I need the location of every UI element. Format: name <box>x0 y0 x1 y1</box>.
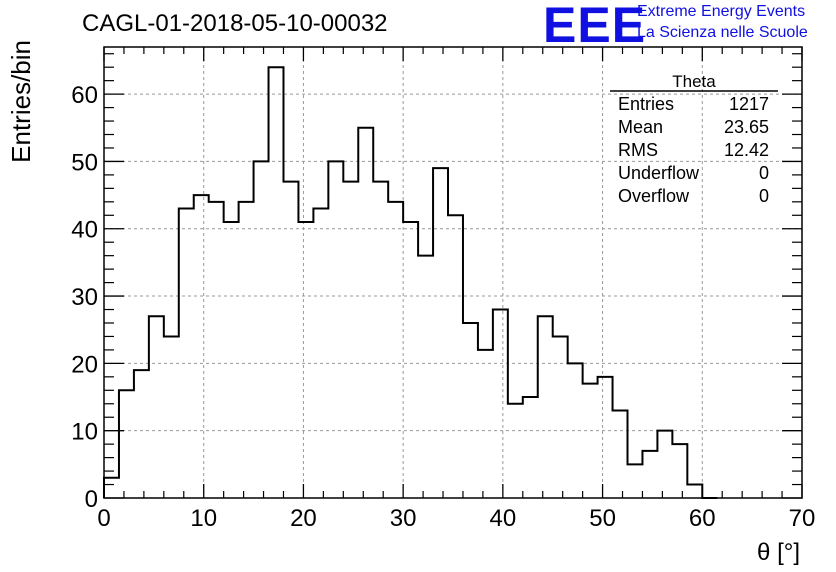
stats-row-value: 12.42 <box>724 140 769 160</box>
x-tick-label: 20 <box>290 505 317 532</box>
x-tick-label: 30 <box>390 505 417 532</box>
stats-row-value: 0 <box>759 163 769 183</box>
plot-frame <box>103 46 803 499</box>
x-axis-label: θ [°] <box>757 539 800 566</box>
stats-row-label: RMS <box>618 140 658 160</box>
stats-title: Theta <box>672 72 716 91</box>
chart-title: CAGL-01-2018-05-10-00032 <box>82 10 388 37</box>
stats-row-label: Underflow <box>618 163 700 183</box>
x-tick-label: 50 <box>589 505 616 532</box>
y-tick-label: 20 <box>71 351 98 378</box>
y-tick-label: 10 <box>71 419 98 446</box>
stats-row-value: 0 <box>759 186 769 206</box>
stats-box: Theta Entries 1217 Mean 23.65 RMS 12.42 Underf… <box>610 72 778 206</box>
stats-row-value: 1217 <box>729 94 769 114</box>
eee-logo: EEE <box>543 0 647 53</box>
stats-row-label: Entries <box>618 94 674 114</box>
x-tick-label: 0 <box>97 505 110 532</box>
x-tick-label: 70 <box>789 505 816 532</box>
logo-line-1: Extreme Energy Events <box>637 3 806 20</box>
y-tick-label: 40 <box>71 217 98 244</box>
stats-row-label: Overflow <box>618 186 690 206</box>
y-tick-label: 60 <box>71 82 98 109</box>
logo-line-2: La Scienza nelle Scuole <box>637 24 808 41</box>
stats-row-value: 23.65 <box>724 117 769 137</box>
histogram-line <box>103 66 718 499</box>
stats-row-label: Mean <box>618 117 663 137</box>
y-tick-label: 50 <box>71 149 98 176</box>
x-tick-label: 60 <box>689 505 716 532</box>
x-tick-label: 40 <box>490 505 517 532</box>
x-tick-label: 10 <box>190 505 217 532</box>
y-axis-label: Entries/bin <box>6 40 36 163</box>
y-tick-label: 30 <box>71 284 98 311</box>
y-tick-label: 0 <box>85 486 98 513</box>
